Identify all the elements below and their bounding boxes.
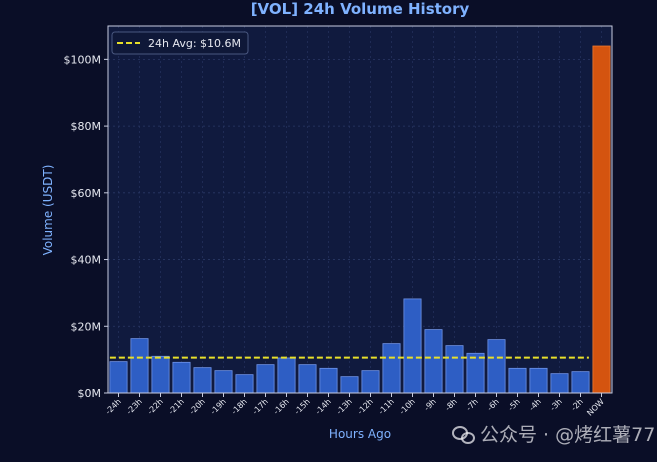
x-tick-label: -13h	[335, 397, 354, 416]
bar	[508, 367, 527, 394]
x-tick-label: -14h	[314, 397, 333, 416]
y-axis-ticks: $0M $20M $40M $60M $80M $100M	[64, 53, 108, 400]
bar	[424, 329, 443, 394]
x-tick-label: -18h	[230, 397, 249, 416]
bar	[571, 371, 590, 394]
y-tick-label: $100M	[64, 53, 102, 66]
bar	[130, 338, 149, 394]
bar	[361, 370, 380, 394]
x-tick-label: -16h	[272, 397, 291, 416]
x-tick-label: -15h	[293, 397, 312, 416]
x-tick-label: -22h	[146, 397, 165, 416]
y-axis-label: Volume (USDT)	[41, 165, 55, 256]
bar	[445, 345, 464, 394]
plot-area	[108, 26, 612, 393]
watermark: 公众号 · @烤红薯77	[452, 420, 655, 447]
x-tick-label: -17h	[251, 397, 270, 416]
bar	[298, 364, 317, 394]
plot-frame	[107, 25, 613, 394]
x-tick-label: -24h	[104, 397, 123, 416]
bar	[214, 370, 233, 394]
x-tick-label: -10h	[398, 397, 417, 416]
watermark-text: 公众号 · @烤红薯77	[480, 424, 656, 446]
x-tick-label: -2h	[569, 397, 585, 413]
legend: 24h Avg: $10.6M	[111, 31, 249, 55]
bar-now	[592, 45, 611, 394]
x-tick-label: -7h	[464, 397, 480, 413]
bar	[193, 367, 212, 394]
bar	[466, 352, 485, 394]
x-tick-label: -4h	[527, 397, 543, 413]
bar	[151, 355, 170, 394]
y-tick-label: $60M	[71, 187, 102, 200]
x-tick-label: -12h	[356, 397, 375, 416]
x-tick-label: -20h	[188, 397, 207, 416]
x-axis-ticks: -24h -23h -22h -21h -20h -19h -18h -17h -16h -15h…	[104, 393, 606, 418]
bar	[172, 361, 191, 394]
y-tick-label: $0M	[78, 387, 102, 400]
x-tick-label: NOW	[585, 397, 606, 418]
bar	[109, 361, 128, 394]
x-tick-label: -3h	[548, 397, 564, 413]
x-tick-label: -23h	[125, 397, 144, 416]
x-axis-label: Hours Ago	[329, 427, 391, 441]
x-tick-label: -5h	[506, 397, 522, 413]
x-tick-label: -8h	[443, 397, 459, 413]
bar	[487, 339, 506, 394]
wechat-icon	[452, 425, 475, 444]
bar	[319, 367, 338, 394]
y-tick-label: $80M	[71, 120, 102, 133]
x-tick-label: -11h	[377, 397, 396, 416]
y-tick-label: $20M	[71, 320, 102, 333]
x-tick-label: -21h	[167, 397, 186, 416]
bar	[256, 364, 275, 394]
bar	[550, 373, 569, 394]
legend-box	[111, 31, 249, 55]
legend-label: 24h Avg: $10.6M	[148, 37, 241, 50]
x-tick-label: -6h	[485, 397, 501, 413]
x-tick-label: -19h	[209, 397, 228, 416]
y-tick-label: $40M	[71, 254, 102, 267]
bar	[235, 374, 254, 394]
x-tick-label: -9h	[422, 397, 438, 413]
bar	[277, 357, 296, 394]
bar	[382, 343, 401, 394]
bar	[340, 376, 359, 394]
chart-title: [VOL] 24h Volume History	[251, 0, 470, 18]
bar	[403, 298, 422, 394]
bar	[529, 367, 548, 394]
